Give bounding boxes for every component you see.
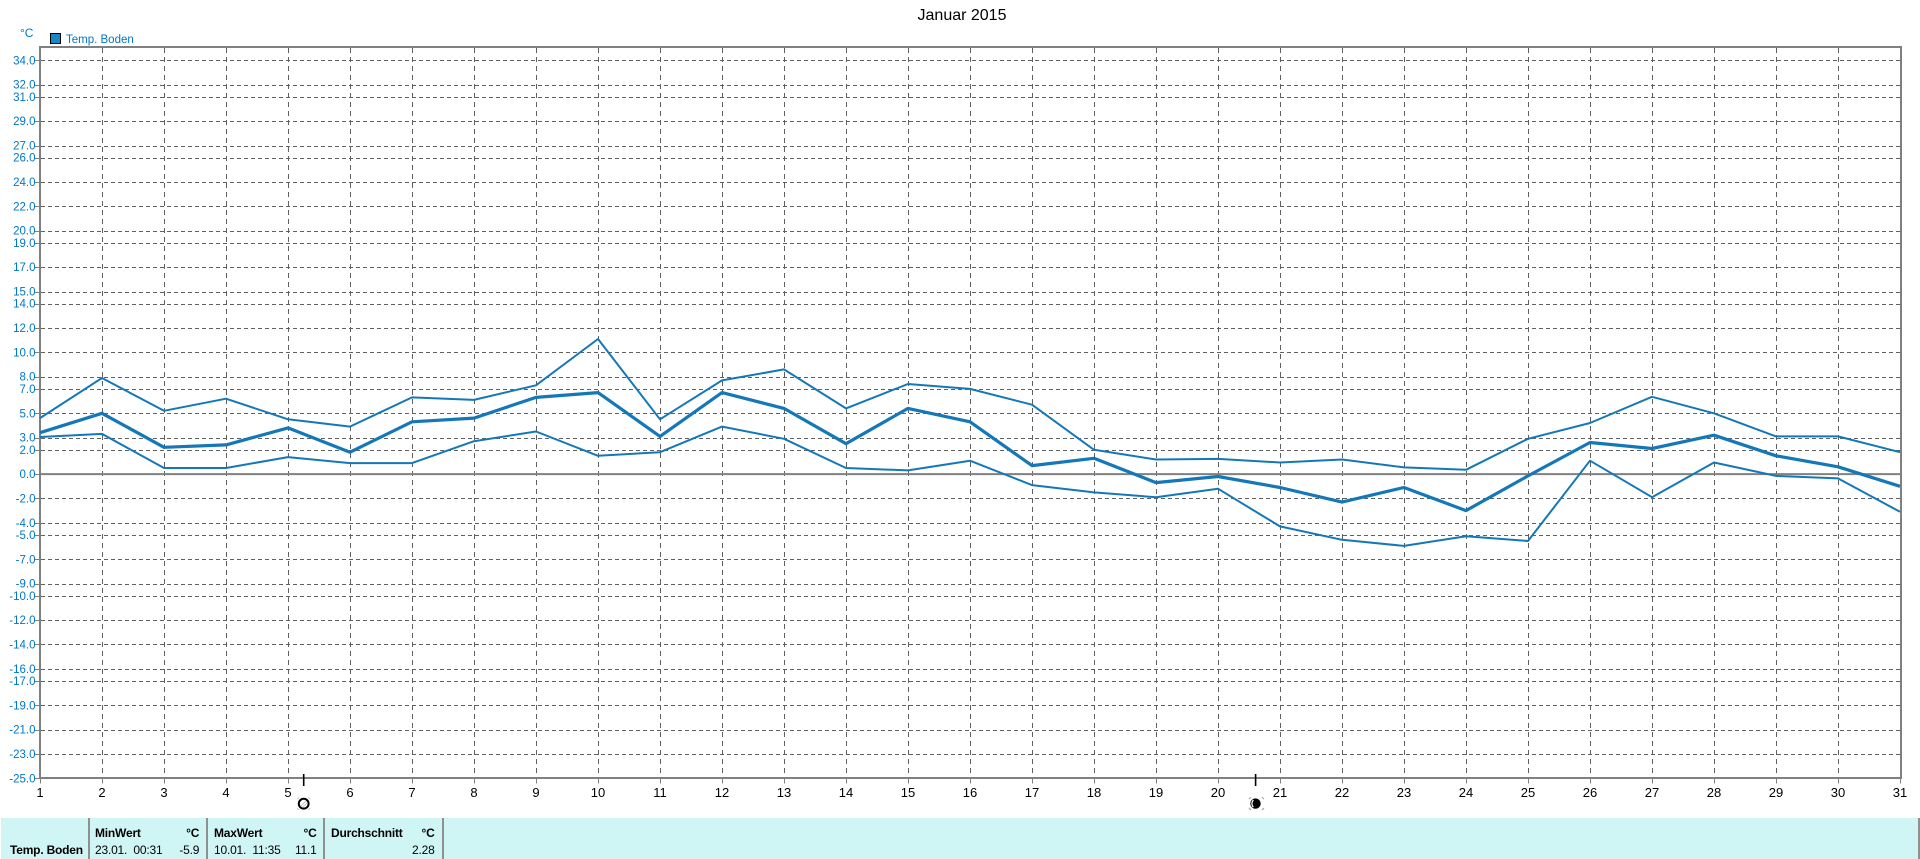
svg-text:6: 6 <box>346 785 353 800</box>
svg-text:-23.0: -23.0 <box>9 749 35 761</box>
svg-text:12: 12 <box>715 785 729 800</box>
svg-text:-21.0: -21.0 <box>9 725 35 737</box>
svg-text:31: 31 <box>1893 785 1907 800</box>
svg-text:8.0: 8.0 <box>20 372 36 384</box>
svg-text:16: 16 <box>963 785 977 800</box>
svg-text:-14.0: -14.0 <box>9 640 35 652</box>
svg-text:31.0: 31.0 <box>13 92 35 104</box>
svg-text:23: 23 <box>1397 785 1411 800</box>
svg-text:20.0: 20.0 <box>13 226 35 238</box>
svg-text:14.0: 14.0 <box>13 299 35 311</box>
svg-text:8: 8 <box>470 785 477 800</box>
svg-text:26: 26 <box>1583 785 1597 800</box>
svg-text:29.0: 29.0 <box>13 116 35 128</box>
svg-text:5.0: 5.0 <box>20 408 36 420</box>
svg-text:29: 29 <box>1769 785 1783 800</box>
svg-text:-5.0: -5.0 <box>16 530 36 542</box>
svg-text:11: 11 <box>653 785 667 800</box>
svg-text:-4.0: -4.0 <box>16 518 36 530</box>
svg-text:9: 9 <box>532 785 539 800</box>
svg-text:2: 2 <box>98 785 105 800</box>
svg-text:7.0: 7.0 <box>20 384 36 396</box>
svg-text:14: 14 <box>839 785 853 800</box>
svg-text:3: 3 <box>160 785 167 800</box>
svg-text:15: 15 <box>901 785 915 800</box>
svg-text:7: 7 <box>408 785 415 800</box>
svg-text:-12.0: -12.0 <box>9 615 35 627</box>
svg-text:Temp. Boden: Temp. Boden <box>66 34 134 46</box>
svg-text:12.0: 12.0 <box>13 323 35 335</box>
svg-text:15.0: 15.0 <box>13 287 35 299</box>
svg-text:22: 22 <box>1335 785 1349 800</box>
svg-text:1: 1 <box>36 785 43 800</box>
svg-text:-25.0: -25.0 <box>9 773 35 785</box>
svg-text:2.0: 2.0 <box>20 445 36 457</box>
svg-text:27.0: 27.0 <box>13 141 35 153</box>
svg-text:22.0: 22.0 <box>13 201 35 213</box>
svg-text:17.0: 17.0 <box>13 262 35 274</box>
svg-text:18: 18 <box>1087 785 1101 800</box>
svg-text:10: 10 <box>591 785 605 800</box>
svg-text:-16.0: -16.0 <box>9 664 35 676</box>
svg-text:-17.0: -17.0 <box>9 676 35 688</box>
svg-text:19: 19 <box>1149 785 1163 800</box>
svg-text:-7.0: -7.0 <box>16 554 36 566</box>
svg-text:-10.0: -10.0 <box>9 591 35 603</box>
svg-text:3.0: 3.0 <box>20 433 36 445</box>
svg-text:17: 17 <box>1025 785 1039 800</box>
svg-text:21: 21 <box>1273 785 1287 800</box>
svg-text:30: 30 <box>1831 785 1845 800</box>
svg-text:10.0: 10.0 <box>13 347 35 359</box>
svg-text:13: 13 <box>777 785 791 800</box>
svg-text:34.0: 34.0 <box>13 55 35 67</box>
svg-text:32.0: 32.0 <box>13 80 35 92</box>
svg-text:25: 25 <box>1521 785 1535 800</box>
svg-text:26.0: 26.0 <box>13 153 35 165</box>
svg-text:-9.0: -9.0 <box>16 579 36 591</box>
svg-text:19.0: 19.0 <box>13 238 35 250</box>
svg-text:24.0: 24.0 <box>13 177 35 189</box>
svg-text:0.0: 0.0 <box>20 469 36 481</box>
svg-text:20: 20 <box>1211 785 1225 800</box>
svg-text:4: 4 <box>222 785 229 800</box>
svg-text:5: 5 <box>284 785 291 800</box>
svg-text:-2.0: -2.0 <box>16 493 36 505</box>
svg-text:-19.0: -19.0 <box>9 700 35 712</box>
svg-text:Januar 2015: Januar 2015 <box>918 7 1007 24</box>
svg-text:27: 27 <box>1645 785 1659 800</box>
svg-text:24: 24 <box>1459 785 1473 800</box>
svg-text:°C: °C <box>20 26 34 40</box>
svg-text:28: 28 <box>1707 785 1721 800</box>
